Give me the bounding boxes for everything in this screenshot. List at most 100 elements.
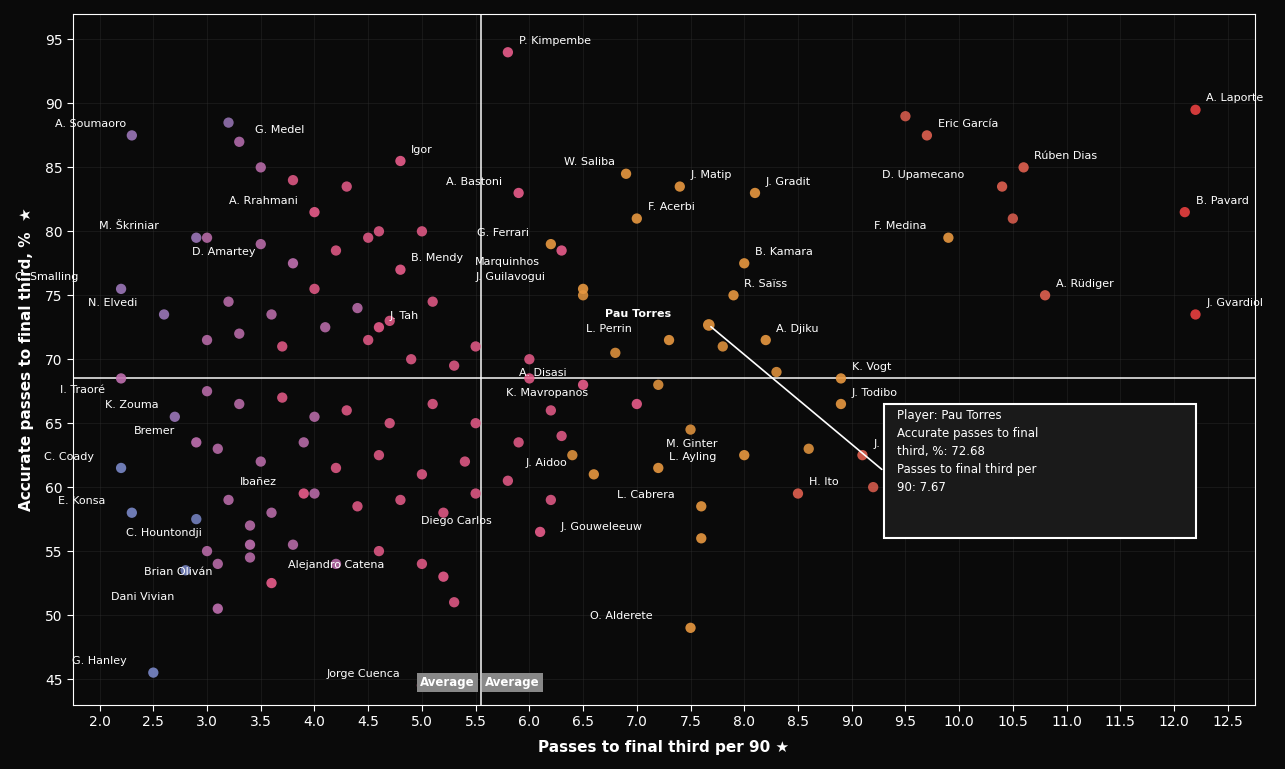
Point — [369, 545, 389, 558]
Point — [1002, 212, 1023, 225]
Point — [337, 181, 357, 193]
Point — [347, 302, 368, 315]
Point — [207, 558, 227, 570]
Point — [122, 507, 143, 519]
Point — [391, 155, 411, 167]
Point — [1034, 289, 1055, 301]
Text: J. Gouweleeuw: J. Gouweleeuw — [560, 522, 642, 532]
Point — [154, 308, 175, 321]
Point — [305, 411, 325, 423]
Text: A. Rüdiger: A. Rüdiger — [1056, 279, 1114, 289]
Text: G. Ferrari: G. Ferrari — [477, 228, 529, 238]
Text: Bremer: Bremer — [134, 426, 175, 436]
Text: M. Škriniar: M. Škriniar — [99, 221, 158, 231]
Point — [648, 462, 668, 474]
Point — [712, 341, 732, 353]
Point — [497, 474, 518, 487]
Text: P. Kimpembe: P. Kimpembe — [519, 36, 591, 46]
Point — [1174, 206, 1195, 218]
Text: W. Saliba: W. Saliba — [564, 158, 616, 168]
Point — [293, 488, 314, 500]
Text: B. Mendy: B. Mendy — [411, 253, 464, 263]
Point — [465, 488, 486, 500]
Point — [283, 174, 303, 186]
Point — [197, 545, 217, 558]
Point — [541, 494, 562, 506]
Point — [583, 468, 604, 481]
Point — [519, 372, 540, 384]
Point — [411, 558, 432, 570]
Point — [164, 411, 185, 423]
Point — [443, 359, 464, 371]
Text: Average: Average — [486, 676, 540, 689]
Text: K. Vogt: K. Vogt — [852, 362, 891, 372]
Point — [391, 494, 411, 506]
Point — [938, 231, 959, 244]
Point — [186, 513, 207, 525]
Point — [423, 398, 443, 410]
Point — [325, 462, 346, 474]
Text: Rúben Dias: Rúben Dias — [1034, 151, 1097, 161]
Point — [272, 391, 293, 404]
Text: I. Traoré: I. Traoré — [60, 385, 105, 395]
Point — [283, 257, 303, 269]
Text: L. Cabrera: L. Cabrera — [617, 490, 675, 500]
Point — [573, 283, 594, 295]
Text: Diego Carlos: Diego Carlos — [421, 515, 492, 525]
Text: A. Djiku: A. Djiku — [776, 324, 819, 334]
Text: Alejandro Catena: Alejandro Catena — [288, 561, 384, 571]
Point — [401, 353, 421, 365]
Point — [734, 257, 754, 269]
Point — [315, 321, 335, 334]
Point — [379, 315, 400, 327]
Point — [218, 295, 239, 308]
Text: R. Saïss: R. Saïss — [744, 279, 788, 289]
Point — [293, 436, 314, 448]
Text: A. Rrahmani: A. Rrahmani — [230, 196, 298, 206]
Point — [509, 436, 529, 448]
Point — [529, 526, 550, 538]
Point — [359, 334, 379, 346]
Point — [433, 507, 454, 519]
Point — [1014, 161, 1034, 174]
Point — [691, 532, 712, 544]
Point — [186, 436, 207, 448]
Point — [411, 468, 432, 481]
Point — [423, 295, 443, 308]
Point — [616, 168, 636, 180]
Text: C. Hountondji: C. Hountondji — [126, 528, 202, 538]
Point — [305, 488, 325, 500]
Point — [411, 679, 432, 691]
Point — [455, 455, 475, 468]
Text: J. Andersen: J. Andersen — [874, 439, 937, 449]
Point — [207, 443, 227, 455]
Point — [691, 500, 712, 512]
Point — [1185, 308, 1205, 321]
Text: H. Ito: H. Ito — [808, 477, 838, 487]
Text: N. Elvedi: N. Elvedi — [87, 298, 137, 308]
Point — [723, 289, 744, 301]
Text: K. Mavropanos: K. Mavropanos — [506, 388, 589, 398]
Text: J. Gradit: J. Gradit — [766, 177, 811, 187]
Text: Dani Vivian: Dani Vivian — [112, 592, 175, 602]
Point — [369, 321, 389, 334]
Point — [337, 404, 357, 417]
Point — [562, 449, 582, 461]
Point — [325, 558, 346, 570]
Point — [411, 225, 432, 238]
Point — [573, 289, 594, 301]
Y-axis label: Accurate passes to final third, %  ★: Accurate passes to final third, % ★ — [18, 208, 33, 511]
Text: J. Todibo: J. Todibo — [852, 388, 898, 398]
Text: D. Amartey: D. Amartey — [191, 247, 256, 257]
Text: C. Smalling: C. Smalling — [14, 272, 78, 282]
Point — [251, 238, 271, 250]
Text: J. Aidoo: J. Aidoo — [526, 458, 567, 468]
Text: L. Perrin: L. Perrin — [586, 324, 631, 334]
Point — [251, 161, 271, 174]
Point — [369, 449, 389, 461]
Point — [659, 334, 680, 346]
Text: J. Guilavogui: J. Guilavogui — [475, 272, 546, 282]
Point — [229, 328, 249, 340]
Point — [111, 283, 131, 295]
Text: A. Bastoni: A. Bastoni — [446, 177, 502, 187]
